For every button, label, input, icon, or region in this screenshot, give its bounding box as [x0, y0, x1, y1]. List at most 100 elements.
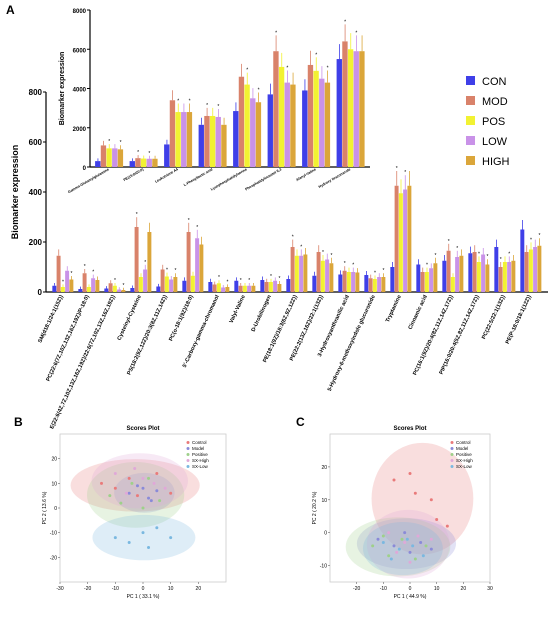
legend-swatch — [466, 116, 475, 125]
bar — [238, 285, 243, 292]
bar — [307, 64, 314, 167]
significance-mark: * — [248, 278, 250, 284]
score-point — [408, 550, 412, 554]
bar — [338, 274, 343, 292]
significance-mark: * — [331, 253, 333, 259]
bar — [302, 90, 308, 167]
bar — [476, 262, 481, 292]
bar — [129, 161, 135, 167]
bar — [498, 267, 503, 292]
bar — [146, 158, 152, 167]
bar — [95, 161, 101, 167]
bar — [290, 84, 296, 167]
significance-mark: * — [355, 30, 357, 36]
significance-mark: * — [279, 276, 281, 282]
score-point — [135, 484, 139, 488]
bar — [446, 250, 451, 292]
x-axis-label: PC 1 ( 44.9 %) — [394, 594, 427, 600]
bar — [112, 285, 117, 292]
legend-marker — [450, 453, 454, 456]
legend-marker — [186, 447, 190, 450]
y-tick-label: 200 — [29, 238, 43, 247]
x-tick-label: -20 — [84, 586, 91, 592]
significance-mark: * — [144, 260, 146, 266]
score-point — [381, 534, 385, 538]
legend-label: Model — [456, 446, 468, 451]
bar — [368, 278, 373, 292]
significance-mark: * — [270, 274, 272, 280]
bar — [336, 59, 342, 167]
bar — [346, 272, 351, 292]
bar — [459, 255, 464, 292]
bar — [65, 270, 70, 292]
category-label: L-Phenyllactic acid — [183, 167, 213, 187]
score-point — [127, 491, 131, 495]
confidence-ellipse — [91, 453, 188, 509]
panel-label-a: A — [6, 3, 15, 17]
significance-mark: * — [240, 278, 242, 284]
legend-label: Model — [192, 446, 204, 451]
x-tick-label: -10 — [112, 586, 119, 592]
legend-label: SX-High — [192, 458, 209, 463]
score-point — [413, 557, 417, 561]
y-tick-label: -10 — [50, 531, 57, 537]
bar — [104, 288, 109, 292]
significance-mark: * — [435, 253, 437, 259]
bar — [502, 262, 507, 292]
bar — [278, 66, 285, 167]
score-point — [163, 486, 167, 490]
bar — [450, 277, 455, 292]
bar — [255, 102, 262, 167]
y-tick-label: 0 — [54, 506, 57, 512]
legend-label: POS — [482, 116, 505, 128]
score-point — [403, 541, 407, 545]
significance-mark: * — [292, 235, 294, 241]
score-point — [127, 476, 131, 480]
bar — [264, 282, 269, 292]
bar — [112, 148, 118, 167]
x-tick-label: -30 — [56, 586, 63, 592]
score-point — [108, 494, 112, 498]
category-label: Lysophosphatidylserine — [210, 167, 248, 191]
y-tick-label: 10 — [51, 481, 57, 487]
bar — [524, 252, 529, 292]
bar — [108, 283, 113, 292]
score-point — [381, 541, 385, 545]
bar — [186, 112, 193, 167]
significance-mark: * — [396, 166, 398, 172]
legend-label: SX-Low — [456, 464, 473, 469]
significance-mark: * — [539, 233, 541, 239]
score-point — [135, 494, 139, 498]
legend-marker — [450, 441, 454, 444]
legend-label: Control — [456, 440, 471, 445]
category-label: SM(d18:1/24:1(15Z)) — [37, 294, 64, 344]
legend-label: LOW — [482, 136, 508, 148]
category-label: Cinnamic acid — [408, 294, 429, 330]
legend-marker — [186, 441, 190, 444]
bar — [359, 51, 365, 167]
category-label: 5-Hydroxy-6-methoxyindole glucuronide — [327, 294, 377, 392]
significance-mark: * — [108, 139, 110, 145]
significance-mark: * — [352, 263, 354, 269]
category-label: Leukotriene A4 — [154, 167, 178, 183]
score-point — [155, 526, 159, 530]
x-tick-label: 10 — [168, 586, 174, 592]
significance-mark: * — [258, 87, 260, 93]
category-label: PC(22:5/22:1(13Z)) — [481, 294, 507, 340]
score-point — [408, 560, 412, 564]
legend-marker — [450, 459, 454, 462]
y-tick-label: 6000 — [73, 48, 87, 54]
category-label: D-Urobilinogen — [251, 294, 273, 333]
score-point — [395, 550, 399, 554]
category-label: Tryptamine — [385, 294, 403, 323]
score-point — [119, 501, 123, 505]
legend-label: Positive — [456, 452, 472, 457]
score-point — [371, 544, 375, 548]
bar — [199, 244, 204, 292]
bar — [316, 252, 321, 292]
score-point — [403, 531, 407, 535]
score-point — [169, 536, 173, 540]
score-point — [113, 486, 117, 490]
legend-label: Positive — [192, 452, 208, 457]
